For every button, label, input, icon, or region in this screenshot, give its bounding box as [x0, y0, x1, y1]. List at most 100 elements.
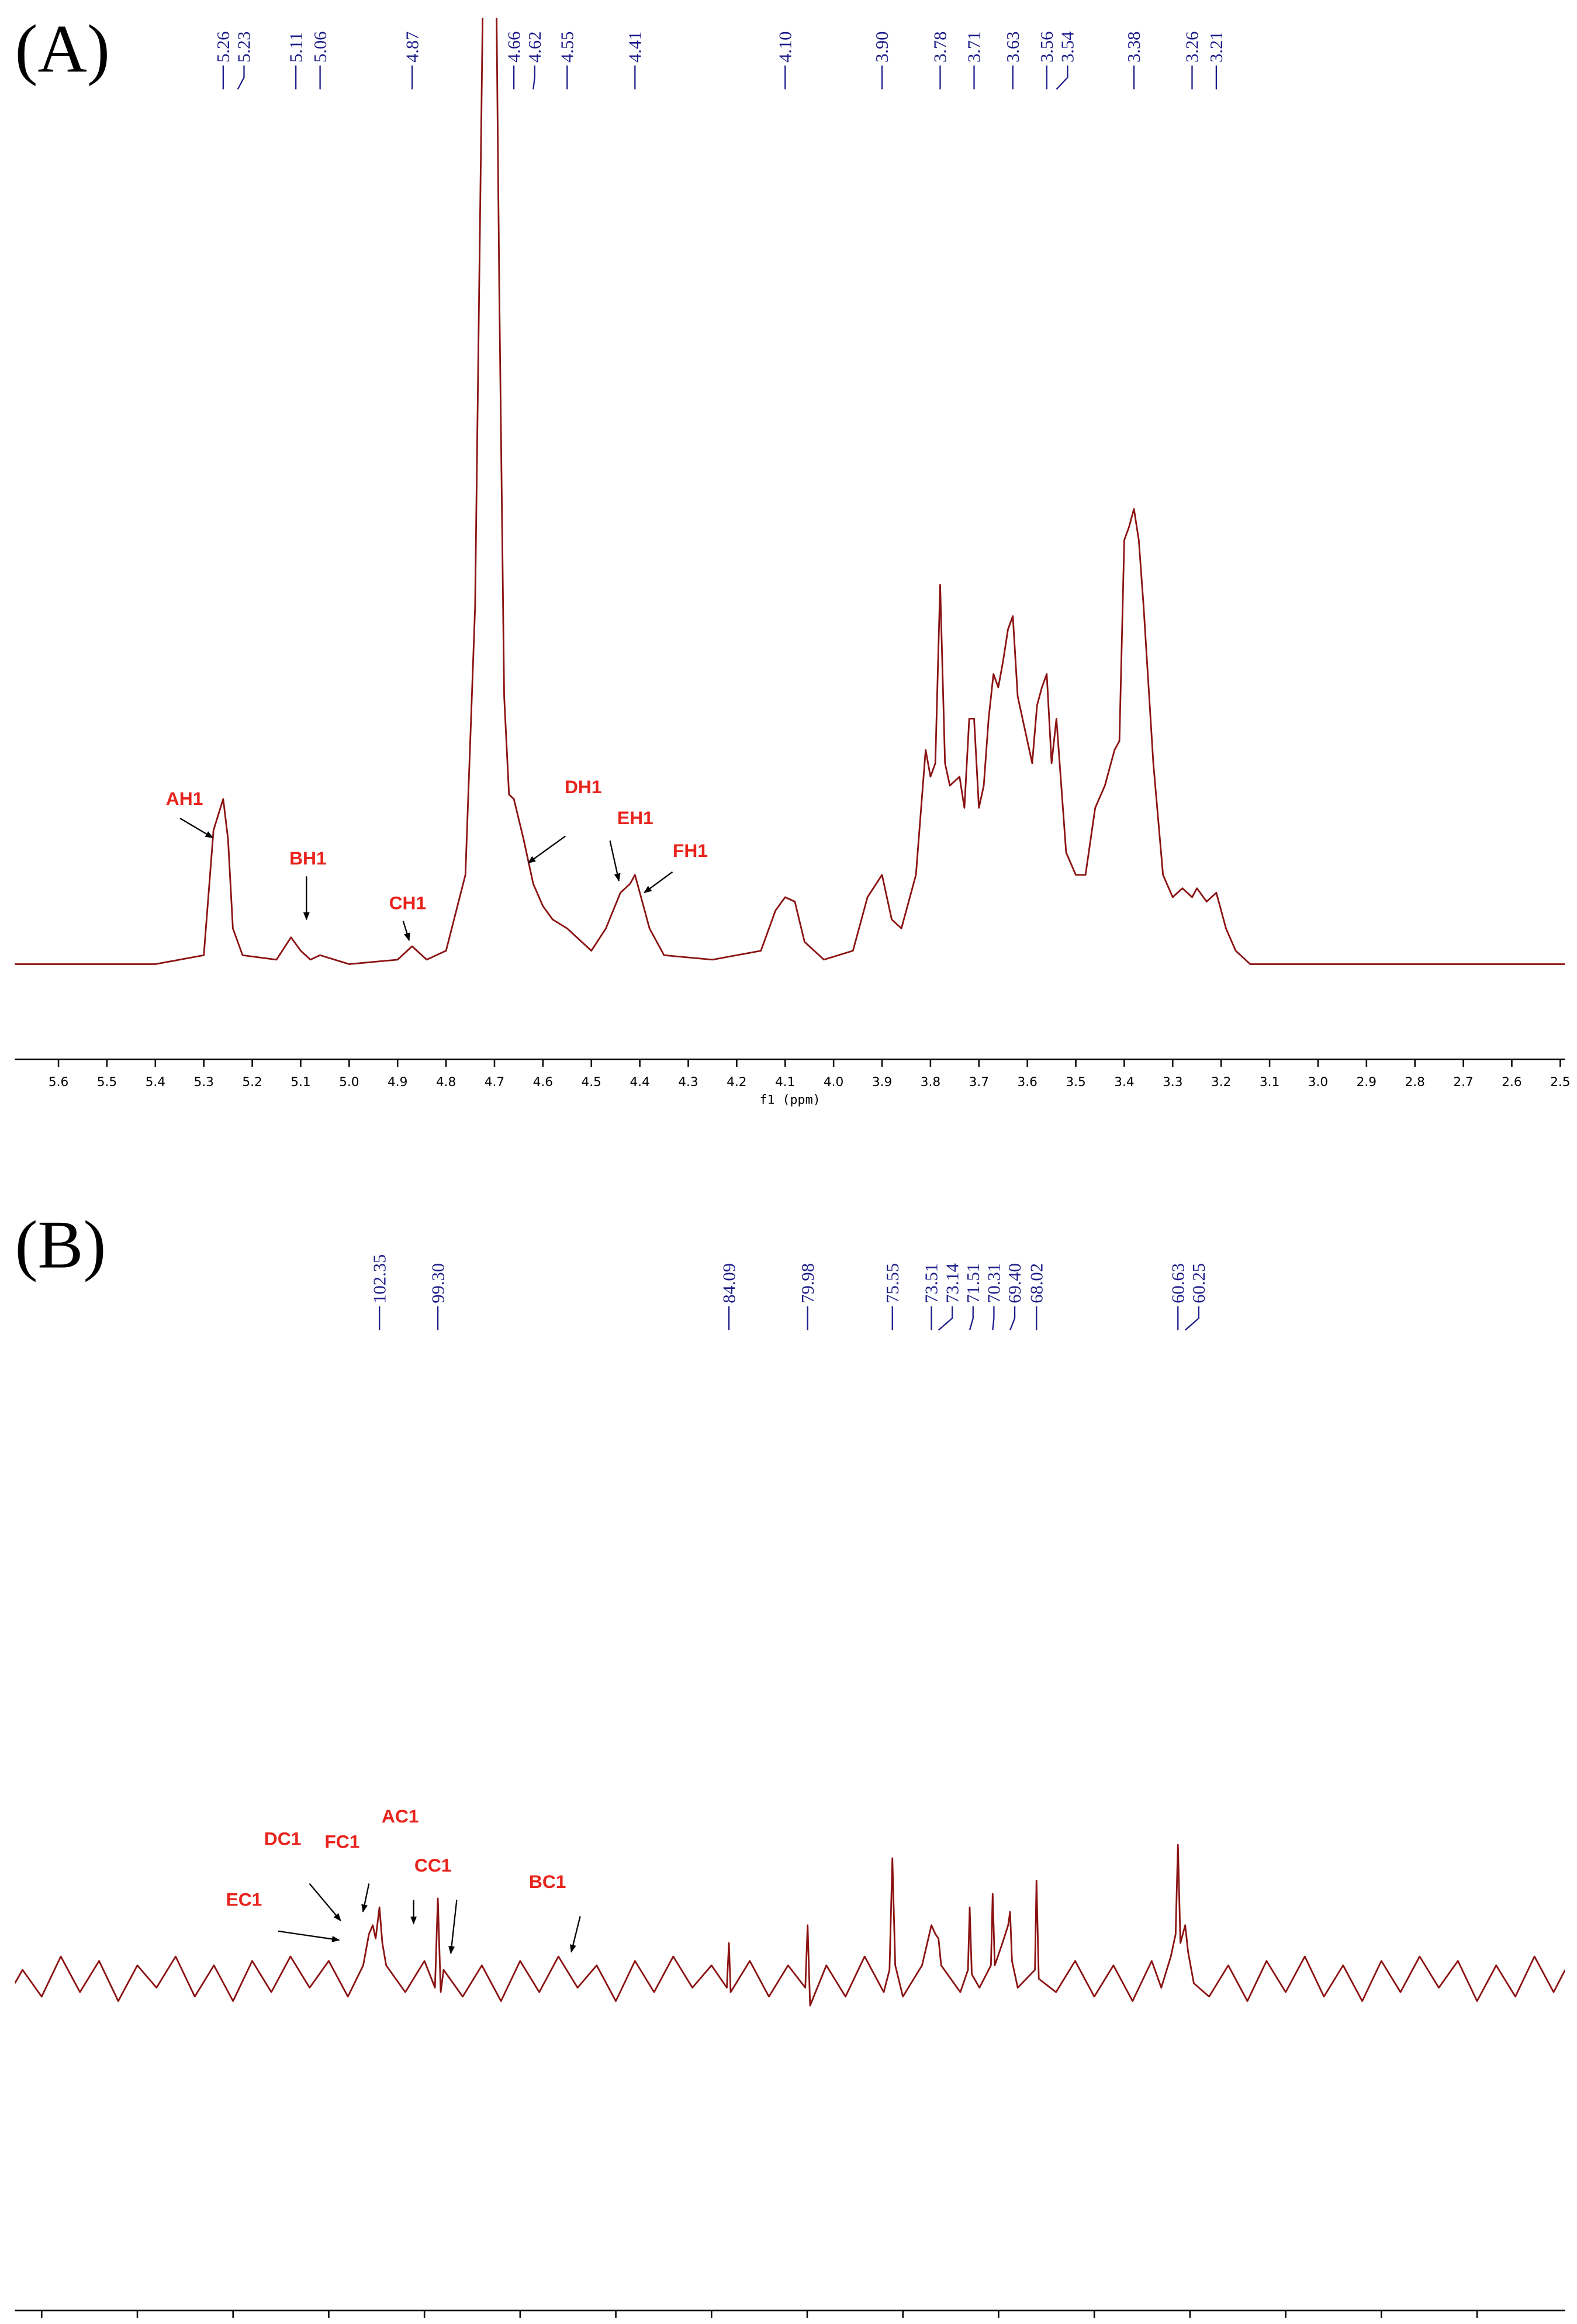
peak-connector [938, 1306, 953, 1331]
x-tick-label: 4.1 [775, 1075, 795, 1090]
x-tick-label: 3.8 [921, 1075, 940, 1090]
peak-label: 3.54 [1058, 32, 1078, 63]
x-tick-label: 4.7 [485, 1075, 504, 1090]
annotation: CC1 [414, 1855, 452, 1876]
peak-connector [237, 65, 245, 90]
spectrum-line [15, 18, 1565, 965]
peak-connector [1184, 1306, 1200, 1331]
peak-label: 5.06 [310, 32, 330, 63]
x-tick-label: 3.6 [1017, 1075, 1037, 1090]
peak-label: 3.38 [1124, 32, 1144, 63]
annotation: DC1 [264, 1828, 302, 1849]
peak-label: 5.11 [286, 32, 306, 63]
peak-connector [1056, 65, 1068, 90]
peak-label: 68.02 [1026, 1263, 1046, 1303]
x-tick-label: 4.9 [388, 1075, 407, 1090]
x-tick-label: 4.4 [630, 1075, 649, 1090]
peak-label: 69.40 [1005, 1263, 1025, 1303]
annotation: AC1 [382, 1806, 419, 1827]
peak-label: 70.31 [984, 1263, 1004, 1303]
annotation-arrow [179, 818, 214, 839]
x-tick-label: 2.6 [1502, 1075, 1521, 1090]
peak-label: 3.56 [1037, 32, 1057, 63]
annotation: BH1 [289, 848, 327, 869]
x-tick-label: 5.3 [193, 1075, 213, 1090]
peak-label: 3.90 [872, 32, 892, 63]
peak-label: 60.63 [1168, 1263, 1188, 1303]
peak-label: 4.66 [504, 32, 524, 63]
peak-label: 4.55 [557, 32, 577, 63]
peak-label: 4.87 [402, 32, 422, 63]
annotation-arrow [448, 1900, 458, 1955]
peak-label: 99.30 [428, 1263, 448, 1303]
peak-connector [532, 65, 535, 89]
annotation: EC1 [226, 1889, 262, 1910]
peak-label: 5.23 [234, 32, 254, 63]
x-tick-label: 4.5 [582, 1075, 601, 1090]
peak-label: 4.41 [625, 32, 645, 63]
annotation: DH1 [565, 776, 602, 797]
peak-label: 5.26 [213, 32, 233, 63]
annotation-arrow [644, 871, 673, 894]
peak-connector [1009, 1306, 1016, 1331]
peak-connector [969, 1306, 974, 1330]
x-tick-label: 3.3 [1163, 1075, 1182, 1090]
annotation: EH1 [617, 807, 653, 828]
peak-label: 3.71 [964, 32, 984, 63]
x-tick-label: 4.3 [678, 1075, 698, 1090]
peak-label: 4.10 [775, 32, 795, 63]
annotation-arrow [309, 1883, 341, 1922]
annotation-arrow [609, 840, 621, 882]
annotation-arrow [361, 1883, 370, 1913]
x-tick-label: 5.0 [339, 1075, 359, 1090]
peak-label: 3.21 [1206, 32, 1226, 63]
peak-label: 60.25 [1189, 1263, 1209, 1303]
x-tick-label: 2.9 [1357, 1075, 1377, 1090]
x-tick-label: 5.2 [242, 1075, 262, 1090]
peak-label: 3.78 [931, 32, 950, 63]
peak-label: 3.26 [1182, 32, 1202, 63]
x-tick-label: 3.0 [1308, 1075, 1328, 1090]
x-tick-label: 3.2 [1211, 1075, 1231, 1090]
panel-label: (B) [15, 1208, 106, 1283]
x-tick-label: 4.0 [824, 1075, 843, 1090]
annotation: AH1 [166, 788, 203, 809]
x-tick-label: 2.5 [1550, 1075, 1570, 1090]
plot-area [15, 18, 1565, 965]
peak-label: 102.35 [369, 1254, 389, 1303]
annotation: CH1 [389, 892, 427, 913]
annotation: FC1 [324, 1831, 359, 1852]
peak-label: 4.62 [525, 32, 545, 63]
x-tick-label: 4.6 [533, 1075, 553, 1090]
spectrum-line [15, 1844, 1565, 2007]
x-tick-label: 5.6 [49, 1075, 68, 1090]
annotation-arrow [278, 1930, 340, 1942]
panel-label: (A) [15, 11, 110, 87]
peak-label: 3.63 [1003, 32, 1023, 63]
x-tick-label: 5.1 [290, 1075, 310, 1090]
peak-label: 84.09 [719, 1263, 739, 1303]
peak-label: 71.51 [963, 1263, 983, 1303]
x-tick-label: 2.7 [1453, 1075, 1473, 1090]
x-tick-label: 3.9 [872, 1075, 892, 1090]
x-tick-label: 3.5 [1066, 1075, 1085, 1090]
annotation-arrow [570, 1916, 581, 1953]
x-tick-label: 3.4 [1114, 1075, 1134, 1090]
x-tick-label: 2.8 [1405, 1075, 1425, 1090]
x-tick-label: 5.4 [146, 1075, 165, 1090]
x-tick-label: 4.2 [727, 1075, 746, 1090]
annotation: FH1 [673, 840, 708, 861]
annotation: BC1 [529, 1871, 566, 1892]
x-axis-title: f1 (ppm) [759, 1093, 820, 1108]
x-tick-label: 5.5 [97, 1075, 117, 1090]
peak-label: 79.98 [798, 1263, 818, 1303]
annotation-arrow [402, 921, 410, 942]
x-tick-label: 3.1 [1260, 1075, 1279, 1090]
peak-label: 73.51 [922, 1263, 942, 1303]
peak-label: 73.14 [942, 1263, 962, 1303]
annotation-arrow [527, 835, 566, 864]
plot-area [15, 1844, 1565, 2007]
x-tick-label: 3.7 [969, 1075, 989, 1090]
